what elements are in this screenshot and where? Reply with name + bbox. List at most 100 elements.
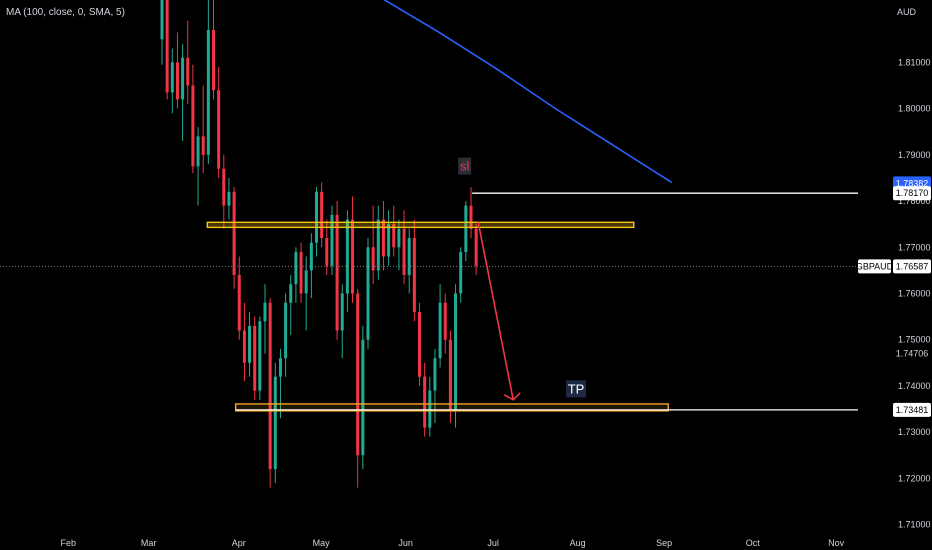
candle-body bbox=[366, 247, 370, 340]
price-tag-current: 1.76587 bbox=[893, 259, 931, 274]
candle bbox=[356, 288, 360, 488]
support-zone[interactable] bbox=[234, 403, 669, 412]
candle bbox=[402, 210, 406, 285]
candle bbox=[376, 205, 380, 280]
price-tag-sl: 1.78170 bbox=[893, 186, 931, 201]
candle-body bbox=[160, 0, 164, 40]
sl-label[interactable]: sl bbox=[458, 157, 472, 175]
candle bbox=[263, 284, 267, 354]
candle bbox=[253, 316, 257, 400]
candle bbox=[165, 0, 169, 100]
candle bbox=[242, 302, 246, 382]
sl-label-text: sl bbox=[460, 159, 470, 174]
candle-body bbox=[469, 205, 473, 229]
candle-body bbox=[278, 358, 282, 377]
price-tag-current-bg bbox=[893, 259, 931, 274]
candle bbox=[433, 348, 437, 423]
candle bbox=[325, 219, 329, 275]
candle-body bbox=[289, 284, 293, 303]
candle bbox=[227, 177, 231, 220]
candle-body bbox=[412, 238, 416, 312]
candle-body bbox=[376, 219, 380, 271]
symbol-tag: GBPAUD bbox=[856, 259, 894, 274]
candle-body bbox=[443, 302, 447, 340]
candle-body bbox=[222, 168, 226, 206]
candle-body bbox=[387, 224, 391, 257]
x-tick-label: Feb bbox=[61, 538, 77, 548]
y-tick-label: 1.72000 bbox=[898, 473, 931, 483]
candle-body bbox=[433, 358, 437, 391]
candle-body bbox=[196, 136, 200, 167]
candle bbox=[335, 201, 339, 340]
candle bbox=[160, 0, 164, 65]
candle bbox=[340, 284, 344, 359]
price-tag-mid-text: 1.74706 bbox=[896, 348, 929, 358]
candle bbox=[273, 362, 277, 483]
candle bbox=[320, 182, 324, 248]
candle-body bbox=[474, 228, 478, 266]
y-tick-label: 1.78000 bbox=[898, 196, 931, 206]
resistance-zone[interactable] bbox=[206, 221, 635, 229]
candle bbox=[412, 219, 416, 322]
candles-layer bbox=[160, 0, 478, 488]
candle bbox=[206, 0, 210, 165]
x-tick-label: Apr bbox=[232, 538, 246, 548]
ma-line[interactable] bbox=[381, 0, 673, 184]
candle bbox=[237, 256, 241, 340]
candle-body bbox=[448, 339, 452, 410]
candle bbox=[289, 275, 293, 336]
candle-body bbox=[227, 191, 231, 206]
y-tick-label: 1.74000 bbox=[898, 381, 931, 391]
candle bbox=[212, 0, 215, 100]
x-tick-label: Mar bbox=[141, 538, 157, 548]
candle-body bbox=[165, 0, 169, 93]
candle bbox=[448, 330, 452, 423]
price-tag-mid-bg bbox=[893, 346, 931, 361]
candle bbox=[186, 20, 190, 104]
currency-label: AUD bbox=[897, 7, 917, 17]
price-tag-tp-text: 1.73481 bbox=[896, 405, 929, 415]
y-tick-label: 1.77000 bbox=[898, 242, 931, 252]
candle bbox=[464, 201, 468, 262]
sl-label-bg bbox=[458, 157, 472, 175]
candle-body bbox=[206, 30, 210, 155]
candle-body bbox=[428, 390, 432, 428]
candle-body bbox=[299, 251, 303, 294]
candle bbox=[330, 205, 334, 275]
candle-body bbox=[284, 302, 288, 359]
candle bbox=[371, 205, 375, 285]
candle bbox=[258, 316, 262, 400]
y-tick-label: 1.79000 bbox=[898, 150, 931, 160]
candle-body bbox=[191, 85, 195, 167]
tp-label-bg bbox=[566, 380, 587, 398]
candle-body bbox=[356, 293, 360, 456]
candle-body bbox=[397, 228, 401, 248]
candle bbox=[294, 247, 298, 303]
candle-body bbox=[273, 376, 277, 470]
axis-layer: 1.81000 1.80000 1.79000 1.78000 1.77000 1.760… bbox=[61, 57, 931, 548]
candle-body bbox=[170, 62, 174, 93]
tp-label[interactable]: TP bbox=[566, 380, 587, 398]
x-tick-label: Sep bbox=[656, 538, 672, 548]
candle bbox=[407, 228, 411, 294]
x-tick-label: Jul bbox=[487, 538, 499, 548]
candle bbox=[459, 247, 463, 303]
candle-body bbox=[371, 247, 375, 271]
candle-body bbox=[345, 219, 349, 294]
candle-body bbox=[258, 321, 262, 391]
trade-arrow[interactable] bbox=[477, 221, 515, 400]
candle bbox=[175, 32, 179, 109]
candle bbox=[170, 48, 174, 114]
candle-body bbox=[330, 214, 334, 266]
candle-body bbox=[217, 90, 221, 169]
candle bbox=[181, 43, 185, 141]
candle-body bbox=[304, 270, 308, 294]
candle-body bbox=[351, 219, 355, 294]
price-tag-top-text: 1.78382 bbox=[896, 178, 929, 188]
x-tick-label: Aug bbox=[570, 538, 586, 548]
candle bbox=[284, 293, 288, 377]
candle-body bbox=[454, 293, 458, 410]
x-tick-label: Jun bbox=[398, 538, 413, 548]
candle-body bbox=[175, 62, 179, 100]
